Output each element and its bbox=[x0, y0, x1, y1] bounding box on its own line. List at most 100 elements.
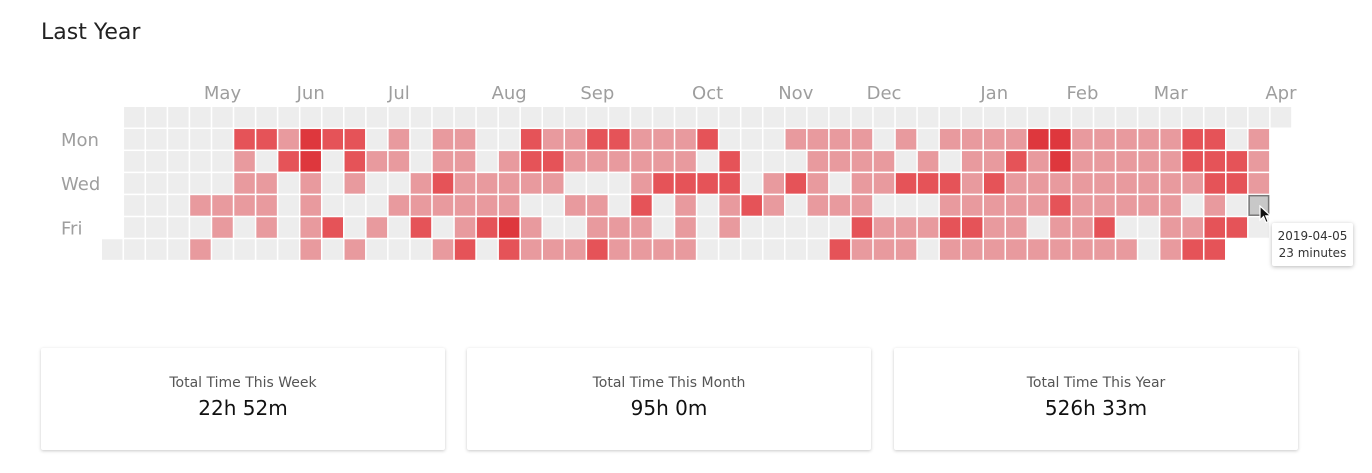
heatmap-cell[interactable] bbox=[367, 173, 388, 194]
heatmap-cell[interactable] bbox=[697, 107, 718, 128]
heatmap-cell[interactable] bbox=[830, 107, 851, 128]
heatmap-cell[interactable] bbox=[1160, 195, 1181, 216]
heatmap-cell[interactable] bbox=[719, 239, 740, 259]
heatmap-cell[interactable] bbox=[212, 151, 233, 172]
heatmap-cell[interactable] bbox=[830, 239, 851, 259]
heatmap-cell[interactable] bbox=[1182, 151, 1203, 172]
heatmap-cell[interactable] bbox=[719, 107, 740, 128]
heatmap-cell[interactable] bbox=[1094, 195, 1115, 216]
heatmap-cell[interactable] bbox=[808, 173, 829, 194]
heatmap-cell[interactable] bbox=[1028, 217, 1049, 238]
heatmap-cell[interactable] bbox=[300, 173, 321, 194]
heatmap-cell[interactable] bbox=[808, 129, 829, 150]
heatmap-cell[interactable] bbox=[543, 107, 564, 128]
heatmap-cell[interactable] bbox=[984, 195, 1005, 216]
heatmap-cell[interactable] bbox=[565, 173, 586, 194]
heatmap-cell[interactable] bbox=[1028, 195, 1049, 216]
heatmap-cell[interactable] bbox=[477, 129, 498, 150]
heatmap-cell[interactable] bbox=[521, 151, 542, 172]
heatmap-cell[interactable] bbox=[786, 129, 807, 150]
heatmap-cell[interactable] bbox=[631, 217, 652, 238]
heatmap-cell[interactable] bbox=[212, 173, 233, 194]
heatmap-cell[interactable] bbox=[345, 173, 366, 194]
heatmap-cell[interactable] bbox=[830, 151, 851, 172]
heatmap-cell[interactable] bbox=[300, 129, 321, 150]
heatmap-cell[interactable] bbox=[565, 151, 586, 172]
heatmap-cell[interactable] bbox=[1006, 173, 1027, 194]
heatmap-cell[interactable] bbox=[609, 195, 630, 216]
heatmap-cell[interactable] bbox=[256, 151, 277, 172]
heatmap-cell[interactable] bbox=[609, 239, 630, 259]
heatmap-cell[interactable] bbox=[741, 173, 762, 194]
heatmap-cell[interactable] bbox=[124, 239, 145, 259]
heatmap-cell[interactable] bbox=[1072, 217, 1093, 238]
heatmap-cell[interactable] bbox=[278, 107, 299, 128]
heatmap-cell[interactable] bbox=[477, 173, 498, 194]
heatmap-cell[interactable] bbox=[962, 217, 983, 238]
heatmap-cell[interactable] bbox=[940, 195, 961, 216]
heatmap-cell[interactable] bbox=[411, 217, 432, 238]
heatmap-cell[interactable] bbox=[1116, 151, 1137, 172]
heatmap-cell[interactable] bbox=[477, 217, 498, 238]
heatmap-cell[interactable] bbox=[345, 129, 366, 150]
heatmap-cell[interactable] bbox=[631, 107, 652, 128]
heatmap-cell[interactable] bbox=[874, 239, 895, 259]
heatmap-cell[interactable] bbox=[830, 195, 851, 216]
heatmap-cell[interactable] bbox=[367, 107, 388, 128]
heatmap-cell[interactable] bbox=[477, 151, 498, 172]
heatmap-cell[interactable] bbox=[1138, 195, 1159, 216]
heatmap-cell[interactable] bbox=[653, 151, 674, 172]
heatmap-cell[interactable] bbox=[1205, 217, 1226, 238]
heatmap-cell[interactable] bbox=[521, 129, 542, 150]
heatmap-cell[interactable] bbox=[830, 173, 851, 194]
heatmap-cell[interactable] bbox=[1050, 217, 1071, 238]
heatmap-cell[interactable] bbox=[1205, 107, 1226, 128]
heatmap-cell[interactable] bbox=[389, 129, 410, 150]
heatmap-cell[interactable] bbox=[1138, 129, 1159, 150]
heatmap-cell[interactable] bbox=[433, 239, 454, 259]
heatmap-cell[interactable] bbox=[808, 239, 829, 259]
heatmap-cell[interactable] bbox=[786, 151, 807, 172]
heatmap-cell[interactable] bbox=[256, 129, 277, 150]
heatmap-cell[interactable] bbox=[587, 173, 608, 194]
heatmap-cell[interactable] bbox=[543, 173, 564, 194]
heatmap-cell[interactable] bbox=[587, 151, 608, 172]
heatmap-cell[interactable] bbox=[852, 217, 873, 238]
heatmap-cell[interactable] bbox=[1094, 129, 1115, 150]
heatmap-cell[interactable] bbox=[852, 129, 873, 150]
heatmap-cell[interactable] bbox=[411, 239, 432, 259]
heatmap-cell[interactable] bbox=[852, 239, 873, 259]
heatmap-cell[interactable] bbox=[962, 195, 983, 216]
heatmap-cell[interactable] bbox=[962, 107, 983, 128]
heatmap-cell[interactable] bbox=[1006, 195, 1027, 216]
heatmap-cell[interactable] bbox=[764, 173, 785, 194]
heatmap-cell[interactable] bbox=[918, 151, 939, 172]
heatmap-cell[interactable] bbox=[940, 217, 961, 238]
heatmap-cell[interactable] bbox=[764, 239, 785, 259]
heatmap-cell[interactable] bbox=[1182, 129, 1203, 150]
heatmap-cell[interactable] bbox=[984, 129, 1005, 150]
heatmap-cell[interactable] bbox=[124, 195, 145, 216]
heatmap-cell[interactable] bbox=[455, 239, 476, 259]
heatmap-cell[interactable] bbox=[1006, 129, 1027, 150]
heatmap-cell[interactable] bbox=[521, 217, 542, 238]
heatmap-cell[interactable] bbox=[455, 173, 476, 194]
heatmap-cell[interactable] bbox=[918, 239, 939, 259]
heatmap-cell[interactable] bbox=[146, 173, 167, 194]
heatmap-cell[interactable] bbox=[345, 151, 366, 172]
heatmap-cell[interactable] bbox=[962, 129, 983, 150]
heatmap-cell[interactable] bbox=[543, 129, 564, 150]
heatmap-cell[interactable] bbox=[1028, 239, 1049, 259]
heatmap-cell[interactable] bbox=[1182, 195, 1203, 216]
heatmap-cell[interactable] bbox=[1249, 173, 1270, 194]
heatmap-cell[interactable] bbox=[168, 173, 189, 194]
heatmap-cell[interactable] bbox=[786, 217, 807, 238]
heatmap-cell[interactable] bbox=[1160, 151, 1181, 172]
heatmap-cell[interactable] bbox=[477, 107, 498, 128]
heatmap-cell[interactable] bbox=[146, 151, 167, 172]
heatmap-cell[interactable] bbox=[256, 107, 277, 128]
heatmap-cell[interactable] bbox=[455, 129, 476, 150]
heatmap-cell[interactable] bbox=[455, 217, 476, 238]
heatmap-cell[interactable] bbox=[653, 129, 674, 150]
heatmap-cell[interactable] bbox=[852, 107, 873, 128]
